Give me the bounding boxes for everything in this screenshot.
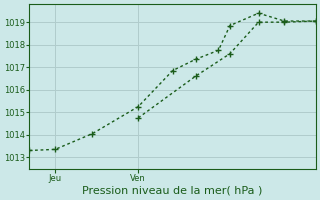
X-axis label: Pression niveau de la mer( hPa ): Pression niveau de la mer( hPa ) [83, 186, 263, 196]
